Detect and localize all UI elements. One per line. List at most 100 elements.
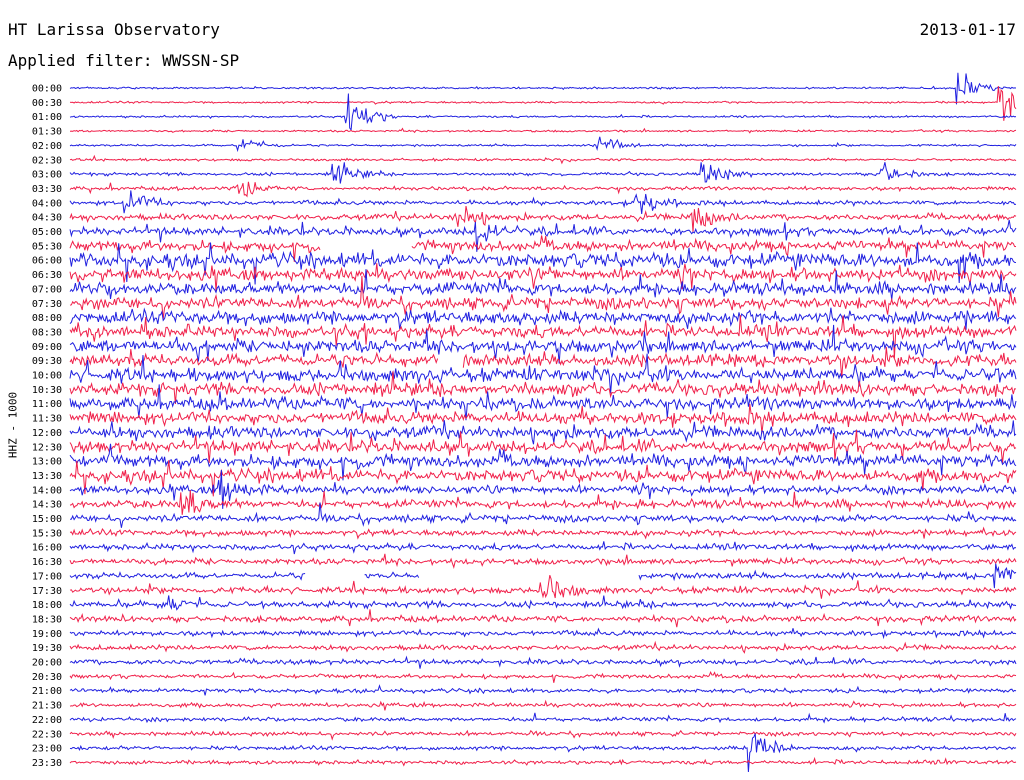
trace-1500	[69, 502, 1017, 528]
trace-0200	[69, 136, 1017, 153]
trace-1830	[69, 609, 1017, 628]
trace-2300	[69, 733, 1017, 773]
time-tick-1830: 18:30	[32, 614, 62, 625]
trace-0030	[69, 86, 1017, 121]
time-tick-1430: 14:30	[32, 500, 62, 511]
trace-1100	[69, 384, 1017, 421]
trace-2230	[69, 729, 1017, 741]
time-tick-0430: 04:30	[32, 213, 62, 224]
time-tick-1930: 19:30	[32, 643, 62, 654]
trace-1600	[69, 541, 1017, 555]
trace-1430	[69, 490, 1017, 515]
time-tick-0630: 06:30	[32, 270, 62, 281]
time-tick-1400: 14:00	[32, 485, 62, 496]
time-tick-1500: 15:00	[32, 514, 62, 525]
time-tick-1000: 10:00	[32, 371, 62, 382]
trace-1930	[69, 640, 1017, 654]
time-tick-1630: 16:30	[32, 557, 62, 568]
time-tick-0030: 00:30	[32, 98, 62, 109]
time-tick-2000: 20:00	[32, 658, 62, 669]
trace-0500	[69, 219, 1017, 252]
trace-1230	[69, 429, 1017, 463]
time-tick-0530: 05:30	[32, 241, 62, 252]
time-tick-1200: 12:00	[32, 428, 62, 439]
trace-1700	[69, 563, 1017, 589]
trace-1900	[69, 627, 1017, 640]
trace-2200	[69, 712, 1017, 724]
time-tick-2100: 21:00	[32, 686, 62, 697]
time-tick-0500: 05:00	[32, 227, 62, 238]
time-tick-1730: 17:30	[32, 586, 62, 597]
trace-0000	[69, 72, 1017, 105]
time-tick-0130: 01:30	[32, 127, 62, 138]
time-tick-0300: 03:00	[32, 170, 62, 181]
time-tick-0700: 07:00	[32, 284, 62, 295]
seismogram-traces	[69, 72, 1017, 773]
trace-1000	[69, 353, 1017, 394]
time-tick-1130: 11:30	[32, 414, 62, 425]
trace-2100	[69, 684, 1017, 696]
filter-label: Applied filter: WWSSN-SP	[8, 51, 240, 70]
time-tick-1700: 17:00	[32, 571, 62, 582]
trace-1730	[69, 575, 1017, 599]
trace-1630	[69, 553, 1017, 569]
trace-0630	[69, 263, 1017, 291]
time-tick-0230: 02:30	[32, 155, 62, 166]
trace-0130	[69, 127, 1017, 134]
time-tick-2200: 22:00	[32, 715, 62, 726]
time-tick-0800: 08:00	[32, 313, 62, 324]
time-tick-0330: 03:30	[32, 184, 62, 195]
time-tick-2030: 20:30	[32, 672, 62, 683]
trace-2030	[69, 670, 1017, 683]
trace-0730	[69, 275, 1017, 320]
trace-2000	[69, 655, 1017, 669]
time-tick-1030: 10:30	[32, 385, 62, 396]
time-tick-2230: 22:30	[32, 729, 62, 740]
time-tick-0830: 08:30	[32, 327, 62, 338]
trace-0400	[69, 190, 1017, 214]
trace-2330	[69, 756, 1017, 767]
trace-1030	[69, 371, 1017, 405]
trace-1330	[69, 460, 1017, 497]
time-tick-labels: 00:00 00:30 01:00 01:30 02:00 02:30 03:00 03:30…	[32, 84, 62, 769]
trace-0600	[69, 242, 1017, 285]
trace-0930	[69, 347, 1017, 378]
trace-1200	[69, 420, 1017, 445]
trace-0530	[69, 235, 1017, 262]
trace-0430	[69, 206, 1017, 233]
trace-1400	[69, 469, 1017, 509]
observatory-title: HT Larissa Observatory	[8, 20, 220, 39]
time-tick-0730: 07:30	[32, 299, 62, 310]
trace-2130	[69, 699, 1017, 711]
trace-0830	[69, 315, 1017, 359]
trace-0230	[69, 154, 1017, 165]
time-tick-0200: 02:00	[32, 141, 62, 152]
time-tick-0000: 00:00	[32, 84, 62, 95]
time-tick-0900: 09:00	[32, 342, 62, 353]
trace-1530	[69, 526, 1017, 540]
time-tick-1530: 15:30	[32, 528, 62, 539]
trace-0800	[69, 307, 1017, 330]
record-date: 2013-01-17	[919, 20, 1016, 39]
trace-0330	[69, 181, 1017, 198]
trace-0300	[69, 162, 1017, 184]
time-tick-1230: 12:30	[32, 442, 62, 453]
time-tick-1800: 18:00	[32, 600, 62, 611]
trace-1300	[69, 443, 1017, 481]
time-tick-1100: 11:00	[32, 399, 62, 410]
time-tick-1330: 13:30	[32, 471, 62, 482]
trace-0900	[69, 324, 1017, 364]
trace-1130	[69, 403, 1017, 434]
trace-1800	[69, 595, 1017, 611]
time-tick-0400: 04:00	[32, 198, 62, 209]
time-tick-2330: 23:30	[32, 758, 62, 769]
trace-0700	[69, 269, 1017, 301]
trace-0100	[69, 93, 1017, 132]
time-tick-1600: 16:00	[32, 543, 62, 554]
time-tick-2130: 21:30	[32, 701, 62, 712]
time-tick-2300: 23:00	[32, 744, 62, 755]
time-tick-1900: 19:00	[32, 629, 62, 640]
time-tick-0100: 01:00	[32, 112, 62, 123]
time-tick-1300: 13:00	[32, 457, 62, 468]
